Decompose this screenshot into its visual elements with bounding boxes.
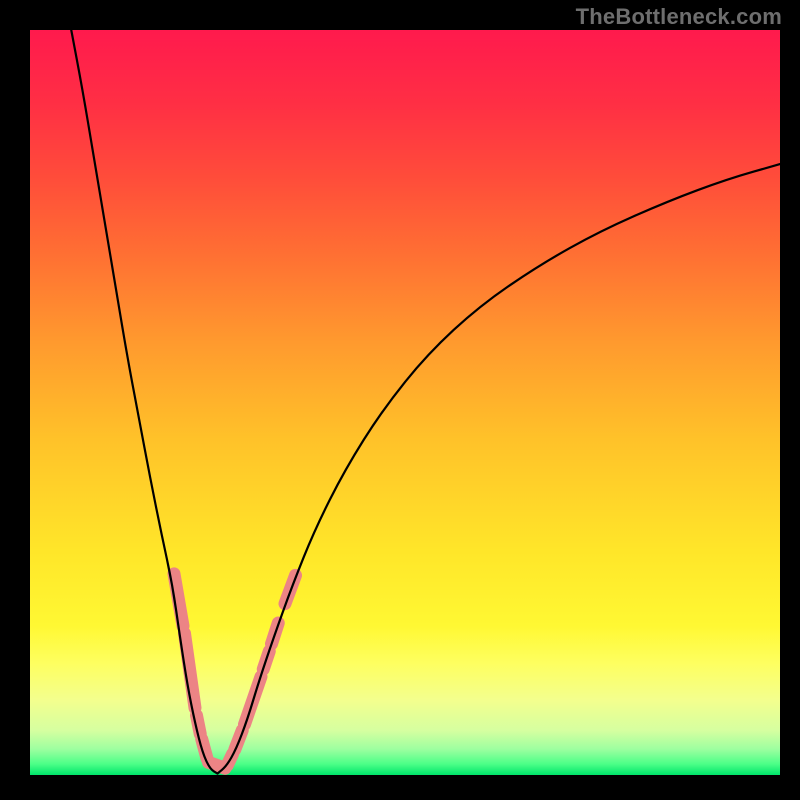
chart-frame: TheBottleneck.com xyxy=(0,0,800,800)
chart-svg xyxy=(0,0,800,800)
plot-background xyxy=(30,30,780,775)
